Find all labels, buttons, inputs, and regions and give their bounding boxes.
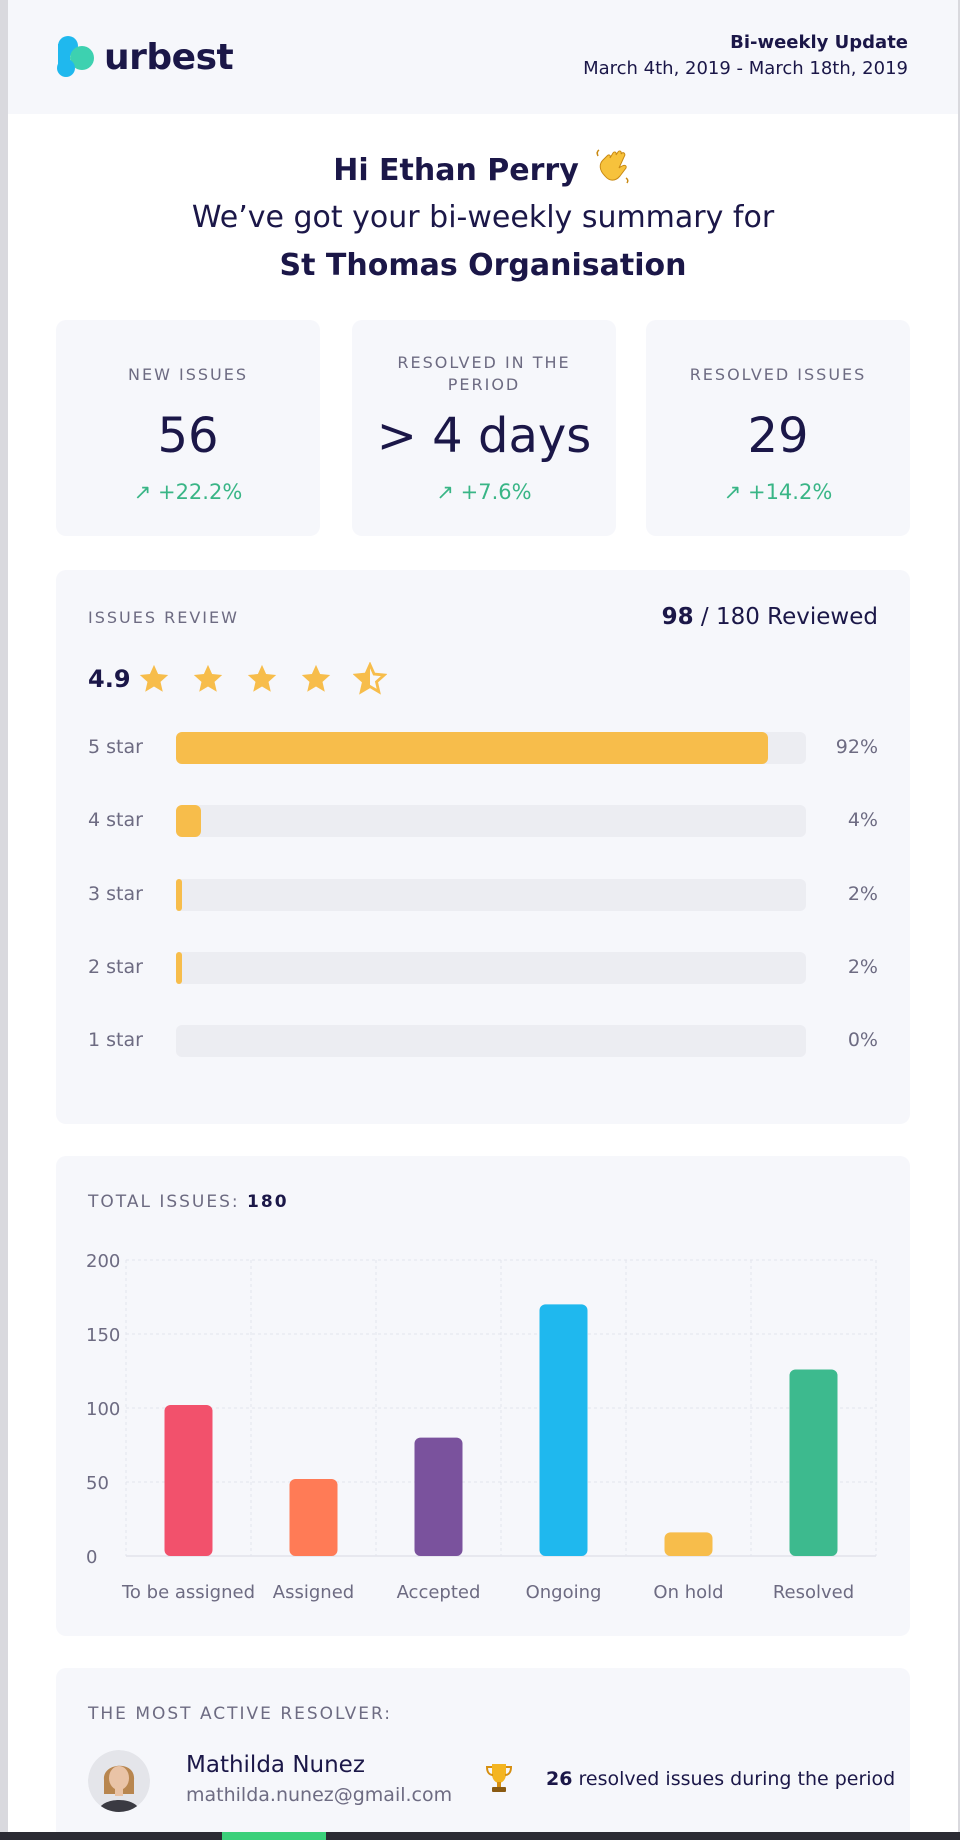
x-tick-label: Resolved <box>773 1582 854 1603</box>
rating-row-percent: 2% <box>847 956 878 978</box>
kpi-value: > 4 days <box>376 408 592 464</box>
rating-row-percent: 92% <box>835 736 878 758</box>
waving-hand-icon <box>596 149 629 184</box>
active-tab-indicator[interactable] <box>222 1832 326 1840</box>
rating-row-label: 5 star <box>88 736 143 758</box>
kpi-change: ↗ +7.6% <box>436 480 532 504</box>
resolver-name: Mathilda Nunez <box>186 1752 365 1778</box>
kpi-label: RESOLVED ISSUES <box>689 365 867 384</box>
y-tick-label: 0 <box>86 1547 97 1568</box>
reviewed-number: 98 <box>661 604 694 630</box>
rating-row: 5 star 92% <box>88 732 878 764</box>
x-tick-label: Ongoing <box>526 1582 602 1603</box>
y-tick-label: 200 <box>86 1251 120 1272</box>
kpi-value: 56 <box>157 408 219 464</box>
reviewed-count: 98 / 180 Reviewed <box>662 604 878 630</box>
y-tick-label: 100 <box>86 1399 120 1420</box>
rating-row: 2 star 2% <box>88 952 878 984</box>
y-tick-label: 150 <box>86 1325 120 1346</box>
kpi-label: RESOLVED IN THE PERIOD <box>397 353 571 394</box>
rating-row-label: 3 star <box>88 883 143 905</box>
rating-row-percent: 2% <box>847 883 878 905</box>
header-info: Bi-weekly Update March 4th, 2019 - March… <box>583 30 908 82</box>
rating-row-label: 2 star <box>88 956 143 978</box>
rating-row-percent: 0% <box>847 1029 878 1051</box>
resolver-title: THE MOST ACTIVE RESOLVER: <box>88 1704 393 1724</box>
window-bottom-bar <box>0 1832 960 1840</box>
x-tick-label: Assigned <box>273 1582 354 1603</box>
rating-value: 4.9 <box>88 665 131 693</box>
rating-row: 1 star 0% <box>88 1025 878 1057</box>
rating-bar-track <box>176 952 806 984</box>
kpi-value: 29 <box>747 408 809 464</box>
avatar <box>88 1750 150 1812</box>
rating-bar-track <box>176 805 806 837</box>
bar-assigned[interactable] <box>289 1479 338 1556</box>
rating-row: 4 star 4% <box>88 805 878 837</box>
total-issues-value: 180 <box>247 1192 289 1212</box>
update-title: Bi-weekly Update <box>730 32 908 53</box>
bar-ongoing[interactable] <box>539 1304 588 1556</box>
kpi-change: ↗ +22.2% <box>133 480 243 504</box>
resolved-stat-text: resolved issues during the period <box>572 1768 896 1790</box>
y-tick-label: 50 <box>86 1473 109 1494</box>
update-dates: March 4th, 2019 - March 18th, 2019 <box>583 58 908 79</box>
kpi-resolved-period: RESOLVED IN THE PERIOD > 4 days ↗ +7.6% <box>352 320 616 536</box>
rating-row: 3 star 2% <box>88 879 878 911</box>
bar-accepted[interactable] <box>414 1437 463 1556</box>
bar-on-hold[interactable] <box>664 1532 713 1556</box>
bar-resolved[interactable] <box>789 1369 838 1556</box>
total-issues-card: TOTAL ISSUES: 180 0 50 100 150 200 To be assi… <box>56 1156 910 1636</box>
review-title: ISSUES REVIEW <box>88 608 239 627</box>
greeting-name: Hi Ethan Perry <box>333 153 579 188</box>
rating-bar-fill <box>176 805 201 837</box>
issues-review-card: ISSUES REVIEW 98 / 180 Reviewed 4.9 5 st… <box>56 570 910 1124</box>
header: urbest Bi-weekly Update March 4th, 2019 … <box>8 0 958 114</box>
rating-row-label: 1 star <box>88 1029 143 1051</box>
star-icon <box>247 664 276 692</box>
resolver-email[interactable]: mathilda.nunez@gmail.com <box>186 1784 453 1806</box>
x-tick-label: Accepted <box>397 1582 481 1603</box>
x-tick-label: On hold <box>653 1582 723 1603</box>
total-issues-label: TOTAL ISSUES: <box>88 1192 240 1212</box>
brand-logo[interactable]: urbest <box>56 34 234 80</box>
star-icon <box>139 664 168 692</box>
star-icon <box>193 664 222 692</box>
brand-name: urbest <box>104 36 234 78</box>
rating-bar-fill <box>176 952 182 984</box>
rating-bar-fill <box>176 732 768 764</box>
rating-row-label: 4 star <box>88 809 143 831</box>
total-issues-title: TOTAL ISSUES: 180 <box>88 1192 289 1212</box>
rating: 4.9 <box>88 662 407 696</box>
greeting: Hi Ethan Perry We’ve got your bi-weekly … <box>8 146 958 290</box>
resolved-count: 26 <box>546 1768 573 1790</box>
active-resolver-card: THE MOST ACTIVE RESOLVER: Mathilda Nunez… <box>56 1668 910 1832</box>
rating-bar-track <box>176 879 806 911</box>
kpi-resolved-issues: RESOLVED ISSUES 29 ↗ +14.2% <box>646 320 910 536</box>
greeting-subtitle: We’ve got your bi-weekly summary for <box>191 200 775 235</box>
kpi-change: ↗ +14.2% <box>723 480 833 504</box>
reviewed-total: / 180 Reviewed <box>693 604 878 630</box>
kpi-label: NEW ISSUES <box>128 365 248 384</box>
star-icon <box>301 664 330 692</box>
rating-bar-fill <box>176 879 182 911</box>
half-star-icon <box>352 662 387 695</box>
issues-bar-chart: 0 50 100 150 200 To be assigned Assigned Accept… <box>86 1251 877 1603</box>
bar-to-be-assigned[interactable] <box>164 1405 213 1556</box>
email-page: urbest Bi-weekly Update March 4th, 2019 … <box>8 0 958 1832</box>
x-tick-label: To be assigned <box>121 1582 255 1603</box>
rating-row-percent: 4% <box>847 809 878 831</box>
trophy-icon <box>485 1764 513 1792</box>
rating-bar-track <box>176 1025 806 1057</box>
logo-icon <box>57 36 94 77</box>
resolver-stat: 26 resolved issues during the period <box>546 1768 895 1790</box>
rating-bar-track <box>176 732 806 764</box>
kpi-new-issues: NEW ISSUES 56 ↗ +22.2% <box>56 320 320 536</box>
organisation-name: St Thomas Organisation <box>279 248 687 283</box>
greeting-title: Hi Ethan Perry <box>8 146 958 194</box>
